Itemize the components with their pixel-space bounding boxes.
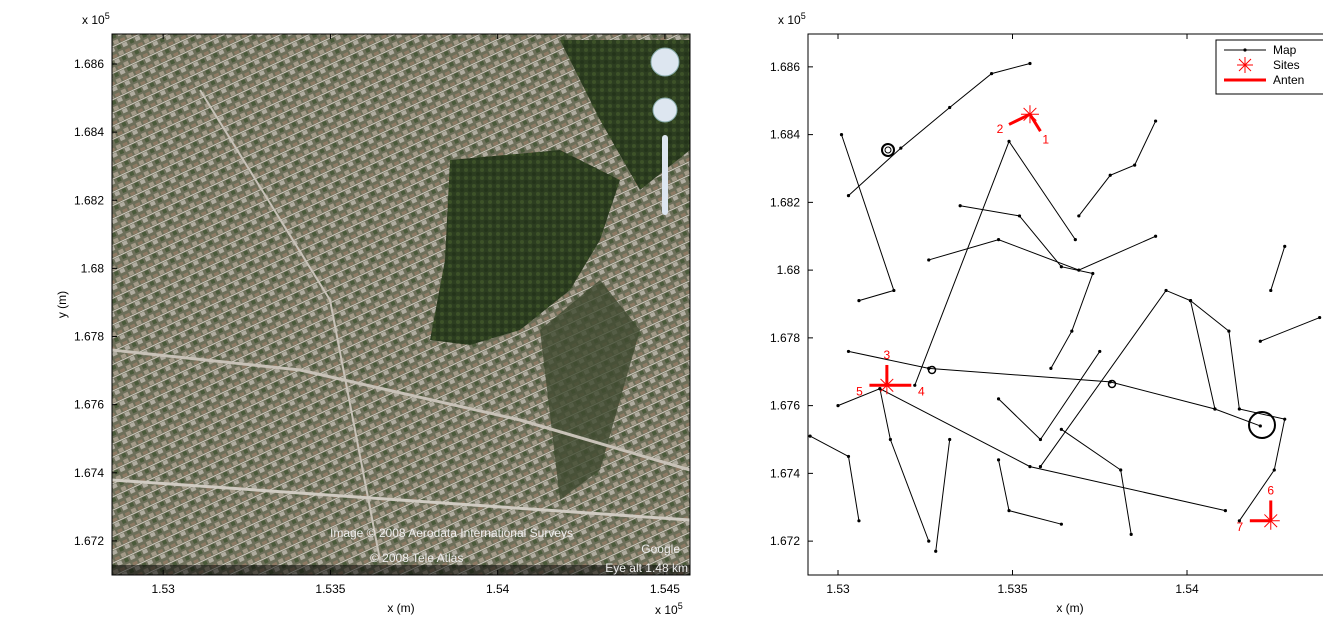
nav-control[interactable]: [651, 48, 679, 76]
axis-exponent: x 105: [82, 11, 110, 27]
satellite-image: [112, 34, 690, 575]
exponent-power: 5: [105, 11, 110, 21]
exponent-power: 5: [801, 11, 806, 21]
road: [960, 206, 1093, 369]
y-tick-label: 1.672: [74, 534, 104, 548]
y-tick-label: 1.672: [770, 534, 800, 548]
x-tick-label: 1.535: [997, 582, 1027, 596]
legend-label: Anten: [1273, 73, 1304, 87]
y-tick-label: 1.684: [770, 128, 800, 142]
image-credit: Google: [641, 542, 680, 556]
antenna-label: 4: [918, 384, 925, 398]
y-tick-label: 1.68: [777, 263, 801, 277]
x-tick-label: 1.54: [486, 582, 510, 596]
road: [915, 141, 1076, 385]
y-tick-label: 1.682: [770, 195, 800, 209]
y-tick-label: 1.674: [74, 466, 104, 480]
page: 1234567 1.531.5351.541.5451.6721.6741.67…: [0, 0, 1323, 622]
right-axes-box: [808, 34, 1323, 575]
road: [838, 389, 1225, 511]
road: [880, 389, 929, 541]
y-tick-label: 1.686: [74, 57, 104, 71]
map-plot: 1 2 3 4 5 6 7: [810, 63, 1320, 551]
image-credit: Image © 2008 Aerodata International Surv…: [330, 526, 573, 540]
antenna-label: 2: [997, 122, 1004, 136]
road: [1079, 121, 1156, 216]
antenna-label: 5: [856, 384, 863, 398]
image-credit: © 2008 Tele Atlas: [370, 551, 463, 565]
legend-label: Sites: [1273, 58, 1300, 72]
road: [929, 368, 1261, 426]
legend-label: Map: [1273, 43, 1297, 57]
x-tick-label: 1.53: [151, 582, 175, 596]
road: [842, 135, 894, 301]
axis-exponent: x 105: [655, 601, 683, 617]
exponent-base: x 10: [778, 13, 801, 27]
x-tick-label: 1.545: [650, 582, 680, 596]
x-tick-label: 1.53: [826, 582, 850, 596]
road: [1260, 318, 1319, 342]
x-tick-label: 1.535: [315, 582, 345, 596]
y-tick-label: 1.686: [770, 60, 800, 74]
y-tick-label: 1.676: [74, 398, 104, 412]
zoom-slider[interactable]: [662, 135, 668, 215]
antenna-label: 3: [884, 348, 891, 362]
y-tick-label: 1.674: [770, 466, 800, 480]
y-axis-label: y (m): [55, 291, 69, 318]
road: [810, 436, 859, 521]
axis-exponent: x 105: [778, 11, 806, 27]
figure: 1234567 1.531.5351.541.5451.6721.6741.67…: [0, 0, 1323, 622]
look-control[interactable]: [653, 98, 677, 122]
x-axis-label: x (m): [387, 601, 414, 615]
x-axis-label: x (m): [1056, 601, 1083, 615]
antenna: [1030, 114, 1040, 131]
antenna-label: 7: [1236, 520, 1243, 534]
image-credit: Eye alt 1.48 km: [605, 561, 688, 575]
y-tick-label: 1.68: [81, 261, 105, 275]
y-tick-label: 1.676: [770, 399, 800, 413]
legend-swatch: [1237, 57, 1253, 73]
legend-box: [1216, 40, 1323, 94]
antenna-label: 1: [1042, 133, 1049, 147]
antenna: [1009, 114, 1030, 124]
x-tick-label: 1.54: [1175, 582, 1199, 596]
y-tick-label: 1.678: [770, 331, 800, 345]
exponent-base: x 10: [655, 603, 678, 617]
y-tick-label: 1.678: [74, 330, 104, 344]
exponent-base: x 10: [82, 13, 105, 27]
road: [1271, 246, 1285, 290]
road: [999, 460, 1062, 524]
y-tick-label: 1.684: [74, 125, 104, 139]
legend-swatch: [1243, 48, 1246, 51]
exponent-power: 5: [678, 601, 683, 611]
road: [929, 236, 1156, 270]
y-tick-label: 1.682: [74, 193, 104, 207]
road: [999, 351, 1100, 439]
road: [936, 439, 950, 551]
antenna-label: 6: [1267, 483, 1274, 497]
